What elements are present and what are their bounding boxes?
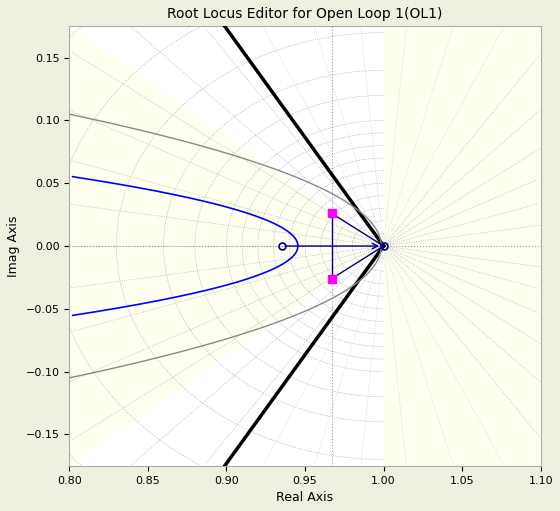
Polygon shape bbox=[69, 26, 384, 246]
Title: Root Locus Editor for Open Loop 1(OL1): Root Locus Editor for Open Loop 1(OL1) bbox=[167, 7, 442, 21]
X-axis label: Real Axis: Real Axis bbox=[277, 491, 334, 504]
Y-axis label: Imag Axis: Imag Axis bbox=[7, 215, 20, 277]
Polygon shape bbox=[69, 246, 384, 466]
